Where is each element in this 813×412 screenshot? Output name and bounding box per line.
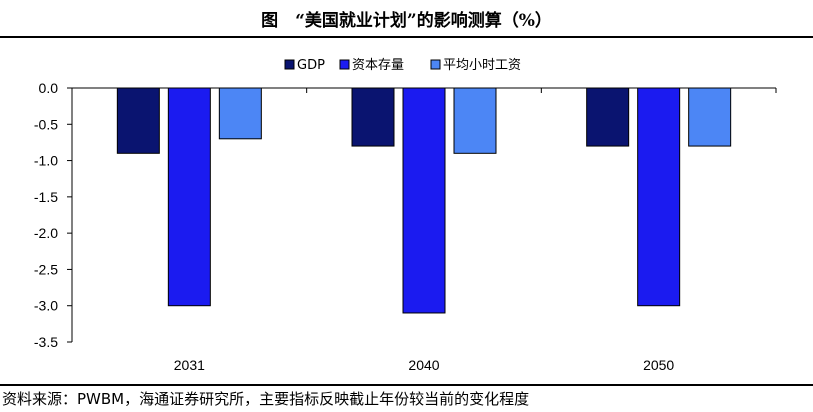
- source-note: 资料来源：PWBM，海通证券研究所，主要指标反映截止年份较当前的变化程度: [2, 390, 530, 408]
- y-tick-label: -1.0: [34, 153, 58, 169]
- bar-0-0: [116, 87, 160, 154]
- legend-label: GDP: [297, 58, 325, 73]
- bar-0-1: [167, 87, 211, 307]
- bar-0-2: [218, 87, 262, 140]
- legend-swatch: [430, 59, 441, 70]
- x-tick-label: 2050: [643, 357, 674, 373]
- y-tick-label: -3.0: [34, 298, 58, 314]
- legend-label: 资本存量: [352, 58, 404, 73]
- bar-2-2: [688, 87, 732, 147]
- bar-2-1: [637, 87, 681, 307]
- y-tick-label: -2.0: [34, 225, 58, 241]
- bar-1-1: [402, 87, 446, 314]
- legend-swatch: [339, 59, 350, 70]
- y-tick-label: -3.5: [34, 334, 58, 350]
- bar-2-0: [586, 87, 630, 147]
- x-tick-label: 2040: [408, 357, 439, 373]
- y-tick-label: 0.0: [39, 80, 59, 96]
- legend-swatch: [284, 59, 295, 70]
- bottom-rule: [0, 384, 813, 386]
- y-tick-label: -0.5: [34, 116, 58, 132]
- chart-title: 图 “美国就业计划”的影响测算（%）: [261, 11, 552, 31]
- y-tick-label: -2.5: [34, 261, 58, 277]
- legend-label: 平均小时工资: [443, 58, 521, 73]
- top-rule: [0, 36, 813, 38]
- x-tick-label: 2031: [174, 357, 205, 373]
- bar-1-0: [351, 87, 395, 147]
- y-tick-label: -1.5: [34, 189, 58, 205]
- bar-1-2: [453, 87, 497, 154]
